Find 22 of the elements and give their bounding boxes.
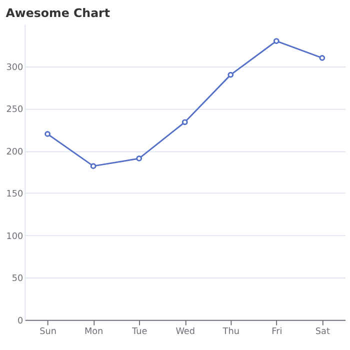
point	[90, 163, 96, 170]
chart-title: Awesome Chart	[6, 6, 110, 20]
point	[182, 119, 188, 126]
y-tick-label: 50	[12, 274, 24, 284]
x-tick-label: Sun	[40, 327, 56, 338]
x-tick-label: Mon	[84, 327, 104, 338]
point	[319, 54, 326, 61]
x-tick-label: Tue	[131, 327, 148, 338]
point	[228, 72, 234, 78]
x-tick-label: Fri	[272, 327, 282, 338]
point	[136, 156, 142, 162]
y-tick-label: 150	[6, 190, 24, 200]
x-tick-label: Thu	[222, 327, 240, 338]
x-tick-label: Wed	[176, 327, 196, 338]
point	[44, 131, 50, 137]
y-tick-label: 250	[6, 105, 24, 116]
y-tick-label: 0	[18, 316, 24, 326]
x-tick-label: Sat	[315, 327, 330, 338]
y-tick-label: 100	[6, 232, 24, 242]
point	[273, 38, 280, 44]
y-tick-label: 300	[6, 62, 24, 73]
y-tick-label: 200	[6, 147, 24, 158]
